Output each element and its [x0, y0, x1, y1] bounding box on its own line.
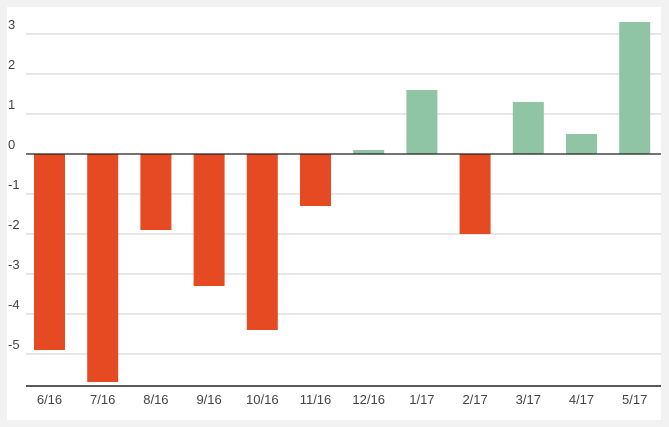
- bar-2-17: [459, 154, 491, 234]
- tick-labels: 3 2 1 0 -1 -2 -3 -4 -5 6/16 7/16 8/16 9/16 10/16 11/16…: [8, 17, 647, 407]
- x-tick-label: 12/16: [352, 392, 385, 407]
- y-tick-label: 3: [8, 17, 15, 32]
- bar-9-16: [193, 154, 225, 286]
- x-tick-label: 8/16: [143, 392, 168, 407]
- y-tick-label: -5: [8, 337, 20, 352]
- y-tick-label: 2: [8, 57, 15, 72]
- y-tick-label: -4: [8, 297, 20, 312]
- bars: [34, 22, 651, 382]
- x-tick-label: 10/16: [246, 392, 279, 407]
- axes: [26, 153, 661, 387]
- y-tick-label: -1: [8, 177, 20, 192]
- x-tick-label: 7/16: [90, 392, 115, 407]
- y-tick-label: 1: [8, 97, 15, 112]
- bar-10-16: [246, 154, 278, 330]
- bar-6-16: [34, 154, 65, 350]
- y-tick-label: -3: [8, 257, 20, 272]
- y-tick-label: -2: [8, 217, 20, 232]
- bar-4-17: [566, 134, 597, 154]
- x-tick-label: 1/17: [409, 392, 434, 407]
- bar-12-16: [353, 150, 385, 154]
- bar-1-17: [406, 90, 438, 154]
- x-tick-label: 4/17: [569, 392, 594, 407]
- bar-7-16: [87, 154, 119, 382]
- x-tick-label: 5/17: [622, 392, 647, 407]
- gridlines: [26, 33, 661, 355]
- bar-3-17: [512, 102, 544, 154]
- bar-5-17: [619, 22, 651, 154]
- x-tick-label: 9/16: [196, 392, 221, 407]
- y-tick-label: 0: [8, 137, 15, 152]
- bar-11-16: [300, 154, 331, 206]
- x-tick-label: 3/17: [516, 392, 541, 407]
- bar-8-16: [140, 154, 172, 230]
- x-tick-label: 11/16: [300, 392, 332, 407]
- x-tick-label: 2/17: [462, 392, 487, 407]
- x-tick-label: 6/16: [37, 392, 62, 407]
